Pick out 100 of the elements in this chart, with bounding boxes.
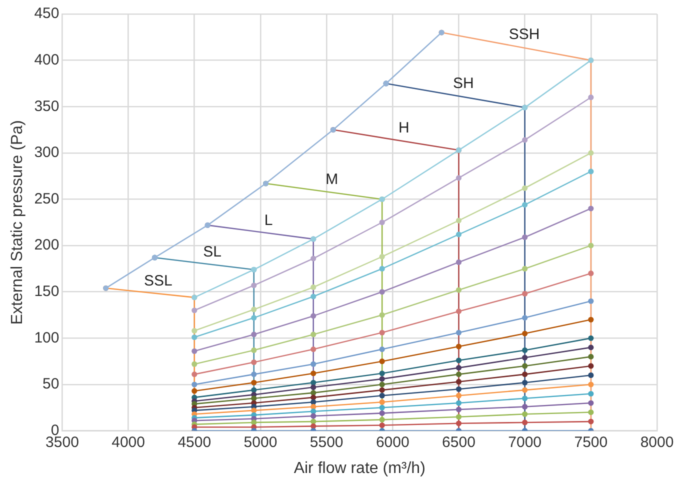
point — [379, 358, 385, 364]
point — [588, 316, 594, 322]
point — [522, 411, 528, 417]
point — [379, 312, 385, 318]
point — [192, 334, 198, 340]
point — [310, 370, 316, 376]
point — [192, 382, 198, 388]
point — [456, 175, 462, 181]
point — [310, 332, 316, 338]
point — [379, 422, 385, 428]
point — [379, 330, 385, 336]
point — [522, 420, 528, 426]
point — [251, 420, 257, 426]
point — [522, 387, 528, 393]
point — [522, 404, 528, 410]
point — [251, 306, 257, 312]
series-label: L — [264, 212, 273, 229]
point — [588, 242, 594, 248]
point — [310, 384, 316, 390]
y-tick-label: 200 — [34, 236, 60, 254]
point — [310, 284, 316, 290]
x-tick-label: 4500 — [178, 434, 212, 451]
point — [456, 414, 462, 420]
x-tick-label: 6500 — [442, 434, 476, 451]
point — [456, 406, 462, 412]
point — [310, 418, 316, 424]
x-tick-label: 8000 — [640, 434, 674, 451]
point — [310, 361, 316, 367]
point — [588, 298, 594, 304]
point — [310, 294, 316, 300]
series-label: M — [326, 171, 338, 188]
point — [588, 390, 594, 397]
point — [192, 372, 198, 378]
point — [379, 376, 385, 382]
x-tick-label: 4000 — [112, 434, 145, 451]
point — [588, 418, 594, 424]
point — [310, 394, 316, 400]
point — [456, 344, 462, 350]
point — [251, 387, 257, 393]
point — [379, 387, 385, 393]
x-tick-label: 5500 — [310, 434, 344, 451]
point — [456, 400, 462, 406]
point — [456, 330, 462, 336]
point — [379, 289, 385, 295]
point — [522, 202, 528, 208]
point — [456, 308, 462, 314]
x-axis-title: Air flow rate (m³/h) — [294, 460, 426, 477]
x-tick-label: 6000 — [376, 434, 410, 451]
point — [192, 308, 198, 314]
x-tick-label: 5000 — [244, 434, 278, 451]
point — [251, 359, 257, 366]
point — [379, 404, 385, 410]
point — [588, 363, 594, 369]
point — [456, 232, 462, 238]
point — [251, 332, 257, 338]
series-label: SSH — [508, 26, 540, 44]
point — [456, 365, 462, 371]
y-tick-label: 300 — [34, 144, 60, 162]
point — [522, 315, 528, 321]
point — [456, 420, 462, 426]
series-label: SSL — [144, 272, 172, 290]
point — [379, 370, 385, 376]
point — [456, 392, 462, 398]
point — [251, 396, 257, 402]
point — [456, 372, 462, 378]
point — [456, 218, 462, 224]
y-tick-label: 250 — [34, 190, 60, 208]
series-label: SH — [453, 75, 474, 92]
point — [522, 396, 528, 402]
point — [379, 416, 385, 422]
point — [588, 400, 594, 406]
point — [379, 392, 385, 398]
point — [588, 168, 594, 174]
y-tick-label: 100 — [34, 329, 60, 346]
point — [522, 380, 528, 386]
point — [522, 372, 528, 378]
point — [588, 335, 594, 341]
point — [251, 347, 257, 354]
point — [192, 361, 198, 367]
point — [522, 234, 528, 240]
point — [522, 137, 528, 143]
point — [379, 399, 385, 405]
point — [251, 315, 257, 321]
point — [251, 380, 257, 386]
y-tick-label: 400 — [34, 51, 60, 68]
y-axis-title: External Static pressure (Pa) — [9, 120, 26, 325]
point — [588, 409, 594, 416]
y-tick-label: 450 — [34, 5, 60, 22]
point — [192, 328, 198, 334]
point — [379, 220, 385, 226]
point — [588, 382, 594, 388]
point — [588, 270, 594, 276]
point — [522, 354, 528, 360]
point — [310, 380, 316, 386]
point — [588, 206, 594, 212]
point — [251, 282, 257, 288]
point — [379, 254, 385, 260]
point — [379, 382, 385, 388]
point — [310, 399, 316, 405]
point — [588, 150, 594, 156]
